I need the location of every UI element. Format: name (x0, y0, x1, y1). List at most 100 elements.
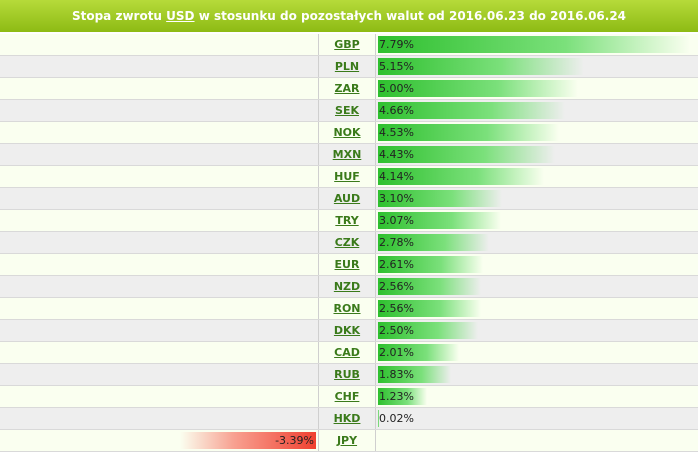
header-to-word: do (529, 9, 546, 23)
currency-link-nok[interactable]: NOK (333, 126, 361, 139)
currency-cell: AUD (319, 188, 376, 209)
currency-link-aud[interactable]: AUD (333, 192, 361, 205)
negative-cell (0, 210, 319, 231)
table-row: CZK 2.78% (0, 232, 698, 254)
return-value: 2.50% (379, 324, 414, 337)
table-row: CHF 1.23% (0, 386, 698, 408)
currency-cell: CZK (319, 232, 376, 253)
positive-bar (378, 322, 478, 339)
negative-cell (0, 276, 319, 297)
currency-cell: NZD (319, 276, 376, 297)
table-row: HUF 4.14% (0, 166, 698, 188)
return-value: 1.23% (379, 390, 414, 403)
currency-cell: TRY (319, 210, 376, 231)
currency-link-jpy[interactable]: JPY (336, 434, 358, 447)
currency-cell: HUF (319, 166, 376, 187)
positive-cell: 5.15% (376, 56, 698, 77)
header-middle: w stosunku do pozostałych walut od (198, 9, 445, 23)
positive-bar (378, 234, 489, 251)
table-row: RON 2.56% (0, 298, 698, 320)
positive-cell: 2.56% (376, 298, 698, 319)
positive-bar (378, 212, 501, 229)
currency-link-sek[interactable]: SEK (335, 104, 359, 117)
table-row: ZAR 5.00% (0, 78, 698, 100)
positive-cell: 2.56% (376, 276, 698, 297)
currency-link-mxn[interactable]: MXN (332, 148, 362, 161)
return-value: 3.10% (379, 192, 414, 205)
positive-bar (378, 102, 565, 119)
positive-cell: 1.83% (376, 364, 698, 385)
currency-link-huf[interactable]: HUF (334, 170, 360, 183)
negative-cell (0, 122, 319, 143)
positive-bar (378, 344, 459, 361)
positive-cell: 4.14% (376, 166, 698, 187)
return-value: 2.56% (379, 302, 414, 315)
currency-link-ron[interactable]: RON (333, 302, 361, 315)
positive-cell: 0.02% (376, 408, 698, 429)
return-value: 1.83% (379, 368, 414, 381)
date-to: 2016.06.24 (550, 9, 627, 23)
negative-cell (0, 386, 319, 407)
currency-link-zar[interactable]: ZAR (334, 82, 360, 95)
currency-cell: RON (319, 298, 376, 319)
currency-link-eur[interactable]: EUR (334, 258, 360, 271)
return-value: 5.00% (379, 82, 414, 95)
currency-cell: PLN (319, 56, 376, 77)
currency-cell: HKD (319, 408, 376, 429)
negative-cell (0, 100, 319, 121)
currency-cell: CAD (319, 342, 376, 363)
return-value: 5.15% (379, 60, 414, 73)
header-prefix: Stopa zwrotu (71, 9, 162, 23)
return-value: 2.61% (379, 258, 414, 271)
currency-cell: MXN (319, 144, 376, 165)
positive-bar (378, 410, 379, 427)
currency-link-cad[interactable]: CAD (334, 346, 360, 359)
return-value: 4.66% (379, 104, 414, 117)
table-row: CAD 2.01% (0, 342, 698, 364)
positive-bar (378, 36, 690, 53)
negative-cell (0, 78, 319, 99)
negative-bar (180, 432, 316, 449)
positive-cell: 2.61% (376, 254, 698, 275)
negative-cell (0, 56, 319, 77)
negative-cell (0, 166, 319, 187)
negative-cell (0, 254, 319, 275)
table-row: SEK 4.66% (0, 100, 698, 122)
currency-link-pln[interactable]: PLN (334, 60, 360, 73)
negative-cell (0, 298, 319, 319)
currency-link-chf[interactable]: CHF (334, 390, 360, 403)
table-row: MXN 4.43% (0, 144, 698, 166)
currency-link-try[interactable]: TRY (335, 214, 359, 227)
currency-link-gbp[interactable]: GBP (334, 38, 360, 51)
currency-link-rub[interactable]: RUB (334, 368, 360, 381)
currency-cell: SEK (319, 100, 376, 121)
return-value: -3.39% (275, 434, 314, 447)
negative-cell (0, 232, 319, 253)
currency-link-czk[interactable]: CZK (334, 236, 360, 249)
currency-cell: CHF (319, 386, 376, 407)
currency-link-dkk[interactable]: DKK (333, 324, 361, 337)
currency-returns-table: GBP 7.79% PLN 5.15% ZAR 5.00% SEK 4.66% NOK 4.53%… (0, 34, 698, 452)
negative-cell (0, 408, 319, 429)
positive-cell: 4.43% (376, 144, 698, 165)
negative-cell (0, 364, 319, 385)
table-row: RUB 1.83% (0, 364, 698, 386)
table-row: NOK 4.53% (0, 122, 698, 144)
positive-cell: 1.23% (376, 386, 698, 407)
table-row: PLN 5.15% (0, 56, 698, 78)
base-currency-link[interactable]: USD (166, 9, 195, 23)
return-value: 2.01% (379, 346, 414, 359)
table-row: HKD 0.02% (0, 408, 698, 430)
positive-bar (378, 58, 584, 75)
currency-link-nzd[interactable]: NZD (333, 280, 361, 293)
positive-cell: 3.07% (376, 210, 698, 231)
positive-bar (378, 300, 481, 317)
return-value: 4.53% (379, 126, 414, 139)
positive-bar (378, 124, 559, 141)
positive-cell: 7.79% (376, 34, 698, 55)
negative-cell (0, 144, 319, 165)
positive-bar (378, 256, 483, 273)
positive-bar (378, 278, 481, 295)
return-value: 7.79% (379, 38, 414, 51)
currency-link-hkd[interactable]: HKD (333, 412, 361, 425)
